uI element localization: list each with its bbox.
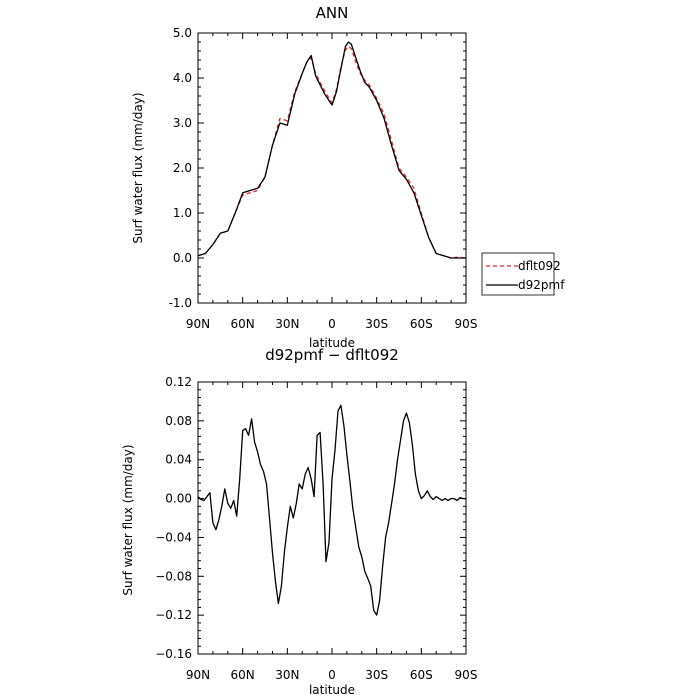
legend-box xyxy=(481,252,555,296)
top-y-tick-label: 3.0 xyxy=(173,116,192,130)
top-series-dflt092 xyxy=(197,45,467,259)
top-y-tick-label: 1.0 xyxy=(173,206,192,220)
top-x-tick-label: 90S xyxy=(455,317,478,331)
top-y-tick-label: 0.0 xyxy=(173,251,192,265)
bottom-y-axis-label: Surf water flux (mm/day) xyxy=(121,444,135,595)
top-y-axis-label: Surf water flux (mm/day) xyxy=(131,92,145,243)
bottom-y-tick-label: −0.12 xyxy=(155,608,192,622)
top-series-d92pmf xyxy=(197,41,466,259)
top-y-tick-label: 2.0 xyxy=(173,161,192,175)
top-x-tick-label: 0 xyxy=(328,317,336,331)
top-x-tick-label: 30N xyxy=(275,317,299,331)
bottom-plot-frame xyxy=(197,381,467,655)
bottom-y-tick-label: 0.04 xyxy=(165,453,192,467)
top-y-tick-label: -1.0 xyxy=(169,296,192,310)
top-x-tick-label: 30S xyxy=(365,317,388,331)
legend-label-d92pmf: d92pmf xyxy=(518,278,565,292)
bottom-series-line-0 xyxy=(197,404,466,616)
top-y-tick-label: 5.0 xyxy=(173,26,192,40)
bottom-panel: d92pmf − dflt092 90N 60N 30N 0 30S 60S 90S −0.1… xyxy=(121,346,477,697)
top-panel: ANN 90N 60N 30N 0 30S 60S 90S -1.0 0.0 1.0 2.0 3.0 4… xyxy=(131,4,477,350)
bottom-plot-area: 90N 60N 30N 0 30S 60S 90S −0.16 −0.12 −0.08 −0.04 0… xyxy=(155,375,477,682)
bottom-chart-title: d92pmf − dflt092 xyxy=(265,346,399,364)
top-x-tick-label: 60N xyxy=(231,317,255,331)
bottom-x-axis-label: latitude xyxy=(309,683,355,697)
bottom-y-tick-label: −0.16 xyxy=(155,647,192,661)
top-x-tick-label: 90N xyxy=(186,317,210,331)
bottom-y-tick-label: 0.12 xyxy=(165,375,192,389)
bottom-x-tick-label: 60N xyxy=(231,668,255,682)
bottom-x-tick-label: 30N xyxy=(275,668,299,682)
top-y-tick-label: 4.0 xyxy=(173,71,192,85)
bottom-x-tick-label: 0 xyxy=(328,668,336,682)
top-x-tick-label: 60S xyxy=(410,317,433,331)
bottom-x-tick-label: 30S xyxy=(365,668,388,682)
legend: dflt092 d92pmf xyxy=(481,252,565,296)
top-plot-area: 90N 60N 30N 0 30S 60S 90S -1.0 0.0 1.0 2.0 3.0 4.0 5.… xyxy=(169,26,478,331)
top-plot-frame xyxy=(197,32,467,304)
top-x-axis-label: latitude xyxy=(309,336,355,350)
bottom-x-tick-label: 90S xyxy=(455,668,478,682)
legend-label-dflt092: dflt092 xyxy=(518,259,561,273)
bottom-x-tick-label: 60S xyxy=(410,668,433,682)
top-chart-title: ANN xyxy=(316,4,349,22)
bottom-y-tick-label: −0.08 xyxy=(155,569,192,583)
bottom-x-tick-label: 90N xyxy=(186,668,210,682)
bottom-y-tick-label: −0.04 xyxy=(155,530,192,544)
bottom-y-tick-label: 0.08 xyxy=(165,414,192,428)
bottom-y-tick-label: 0.00 xyxy=(165,492,192,506)
